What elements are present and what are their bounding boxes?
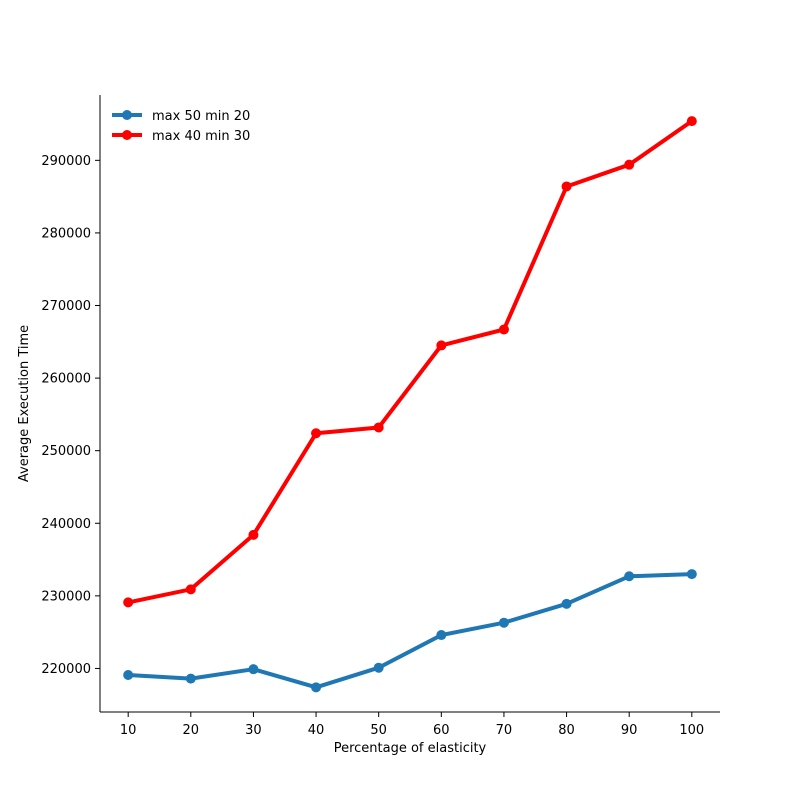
series-line: [126, 119, 694, 605]
y-tick-label: 220000: [41, 662, 91, 677]
data-point: [561, 598, 572, 609]
data-point: [686, 569, 697, 580]
data-point: [436, 630, 447, 641]
x-tick-label: 30: [245, 723, 262, 738]
data-point: [686, 116, 697, 127]
data-point: [436, 340, 447, 351]
x-axis-label: Percentage of elasticity: [334, 741, 487, 756]
legend: max 50 min 20 max 40 min 30: [112, 109, 250, 144]
x-tick-label: 50: [370, 723, 387, 738]
chart-axes: 10 20 30 40 50 60 70 80 90 100 220000 230000 240000 2…: [41, 95, 720, 738]
y-tick-label: 280000: [41, 226, 91, 241]
legend-label: max 40 min 30: [152, 129, 250, 144]
x-tick-label: 20: [183, 723, 200, 738]
data-point: [248, 529, 259, 540]
data-point: [624, 159, 635, 170]
x-tick-label: 10: [120, 723, 137, 738]
data-point: [123, 669, 134, 680]
legend-marker: [122, 110, 132, 120]
series-1: [123, 569, 697, 693]
series-layer: [123, 116, 697, 693]
data-point: [373, 662, 384, 673]
y-tick-label: 260000: [41, 372, 91, 387]
data-point: [248, 664, 259, 675]
data-point: [311, 428, 322, 439]
y-tick-label: 230000: [41, 589, 91, 604]
x-tick-label: 70: [496, 723, 513, 738]
y-tick-label: 240000: [41, 517, 91, 532]
data-point: [185, 673, 196, 684]
legend-marker: [122, 130, 132, 140]
y-tick-label: 290000: [41, 154, 91, 169]
data-point: [498, 324, 509, 335]
data-point: [311, 682, 322, 693]
legend-item-1: max 50 min 20: [112, 109, 250, 124]
x-tick-label: 100: [679, 723, 704, 738]
series-2: [123, 116, 697, 608]
y-tick-label: 250000: [41, 444, 91, 459]
data-point: [123, 597, 134, 608]
data-point: [561, 181, 572, 192]
x-tick-label: 60: [433, 723, 450, 738]
x-tick-label: 40: [308, 723, 325, 738]
y-tick-label: 270000: [41, 299, 91, 314]
x-tick-label: 80: [558, 723, 575, 738]
series-line: [126, 572, 694, 690]
x-tick-label: 90: [621, 723, 638, 738]
data-point: [185, 584, 196, 595]
data-point: [624, 571, 635, 582]
data-point: [373, 422, 384, 433]
y-axis-label: Average Execution Time: [17, 325, 32, 482]
legend-label: max 50 min 20: [152, 109, 250, 124]
legend-item-2: max 40 min 30: [112, 129, 250, 144]
data-point: [498, 617, 509, 628]
